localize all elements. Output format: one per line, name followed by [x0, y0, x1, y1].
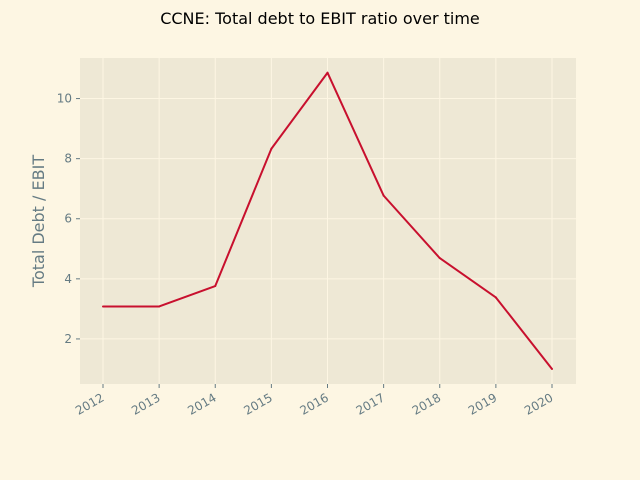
series-group	[102, 71, 553, 370]
data-point	[102, 305, 104, 308]
x-tick-label: 2012	[73, 390, 106, 417]
x-axis: 2012 2013 2014 2015 2016 2017 2018 2019 2020	[73, 384, 556, 418]
y-tick-label: 8	[64, 152, 72, 166]
y-tick-label: 6	[64, 212, 72, 226]
y-axis-label: Total Debt / EBIT	[29, 155, 48, 288]
x-tick-label: 2018	[410, 390, 443, 417]
x-tick-label: 2020	[522, 390, 555, 417]
data-point	[551, 367, 553, 370]
x-tick-label: 2017	[354, 390, 387, 417]
data-point	[494, 296, 497, 299]
data-point	[326, 71, 329, 74]
data-point	[214, 285, 217, 288]
data-point	[438, 257, 441, 260]
grid	[80, 58, 576, 384]
y-tick-label: 2	[64, 332, 72, 346]
y-tick-label: 10	[57, 92, 72, 106]
data-point	[158, 305, 161, 308]
x-tick-label: 2016	[298, 390, 331, 417]
x-tick-label: 2014	[185, 390, 218, 417]
x-tick-label: 2019	[466, 390, 499, 417]
data-point	[270, 147, 273, 150]
y-axis: 2 4 6 8 10	[57, 92, 80, 346]
chart-title: CCNE: Total debt to EBIT ratio over time	[160, 9, 480, 28]
data-point	[382, 194, 385, 197]
y-tick-label: 4	[64, 272, 72, 286]
x-tick-label: 2013	[129, 390, 162, 417]
x-tick-label: 2015	[241, 390, 274, 417]
